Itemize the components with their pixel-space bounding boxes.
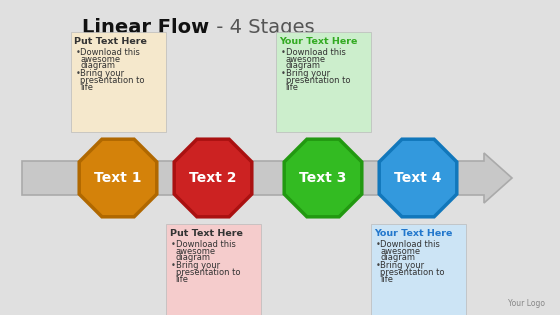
Polygon shape xyxy=(284,139,362,217)
Text: awesome: awesome xyxy=(175,247,216,255)
Text: presentation to: presentation to xyxy=(81,76,145,85)
FancyBboxPatch shape xyxy=(371,224,465,315)
Text: diagram: diagram xyxy=(380,253,416,262)
Text: Download this: Download this xyxy=(175,240,235,249)
Text: Your Logo: Your Logo xyxy=(508,299,545,308)
FancyBboxPatch shape xyxy=(71,32,166,132)
Text: Download this: Download this xyxy=(286,48,346,57)
Text: awesome: awesome xyxy=(380,247,421,255)
Text: presentation to: presentation to xyxy=(175,268,240,277)
Text: life: life xyxy=(175,274,189,284)
Text: diagram: diagram xyxy=(286,61,320,70)
Polygon shape xyxy=(379,139,457,217)
FancyBboxPatch shape xyxy=(166,224,260,315)
Text: Your Text Here: Your Text Here xyxy=(279,37,358,46)
Text: diagram: diagram xyxy=(81,61,115,70)
Text: Put Text Here: Put Text Here xyxy=(74,37,147,46)
Text: •: • xyxy=(170,240,175,249)
Text: life: life xyxy=(286,83,298,91)
Text: life: life xyxy=(81,83,94,91)
Text: Put Text Here: Put Text Here xyxy=(170,229,242,238)
Text: Bring your: Bring your xyxy=(81,70,125,78)
Text: Bring your: Bring your xyxy=(175,261,220,271)
Text: presentation to: presentation to xyxy=(286,76,350,85)
Text: awesome: awesome xyxy=(286,54,325,64)
Text: Download this: Download this xyxy=(81,48,141,57)
Polygon shape xyxy=(79,139,157,217)
Text: presentation to: presentation to xyxy=(380,268,445,277)
Text: Linear Flow: Linear Flow xyxy=(82,18,209,37)
Text: •: • xyxy=(281,48,286,57)
Text: Text 1: Text 1 xyxy=(94,171,142,185)
Text: •: • xyxy=(376,240,380,249)
Text: •: • xyxy=(170,261,175,271)
FancyArrow shape xyxy=(22,153,512,203)
Text: Your Text Here: Your Text Here xyxy=(375,229,453,238)
Text: Download this: Download this xyxy=(380,240,440,249)
Text: Bring your: Bring your xyxy=(286,70,330,78)
Text: - 4 Stages: - 4 Stages xyxy=(210,18,315,37)
Text: Text 2: Text 2 xyxy=(189,171,237,185)
Text: •: • xyxy=(376,261,380,271)
Text: Text 4: Text 4 xyxy=(394,171,442,185)
Text: Bring your: Bring your xyxy=(380,261,424,271)
FancyBboxPatch shape xyxy=(276,32,371,132)
Text: •: • xyxy=(76,48,81,57)
Polygon shape xyxy=(174,139,252,217)
Text: •: • xyxy=(76,70,81,78)
Text: •: • xyxy=(281,70,286,78)
Text: awesome: awesome xyxy=(81,54,120,64)
Text: Text 3: Text 3 xyxy=(299,171,347,185)
Text: diagram: diagram xyxy=(175,253,211,262)
Text: life: life xyxy=(380,274,394,284)
